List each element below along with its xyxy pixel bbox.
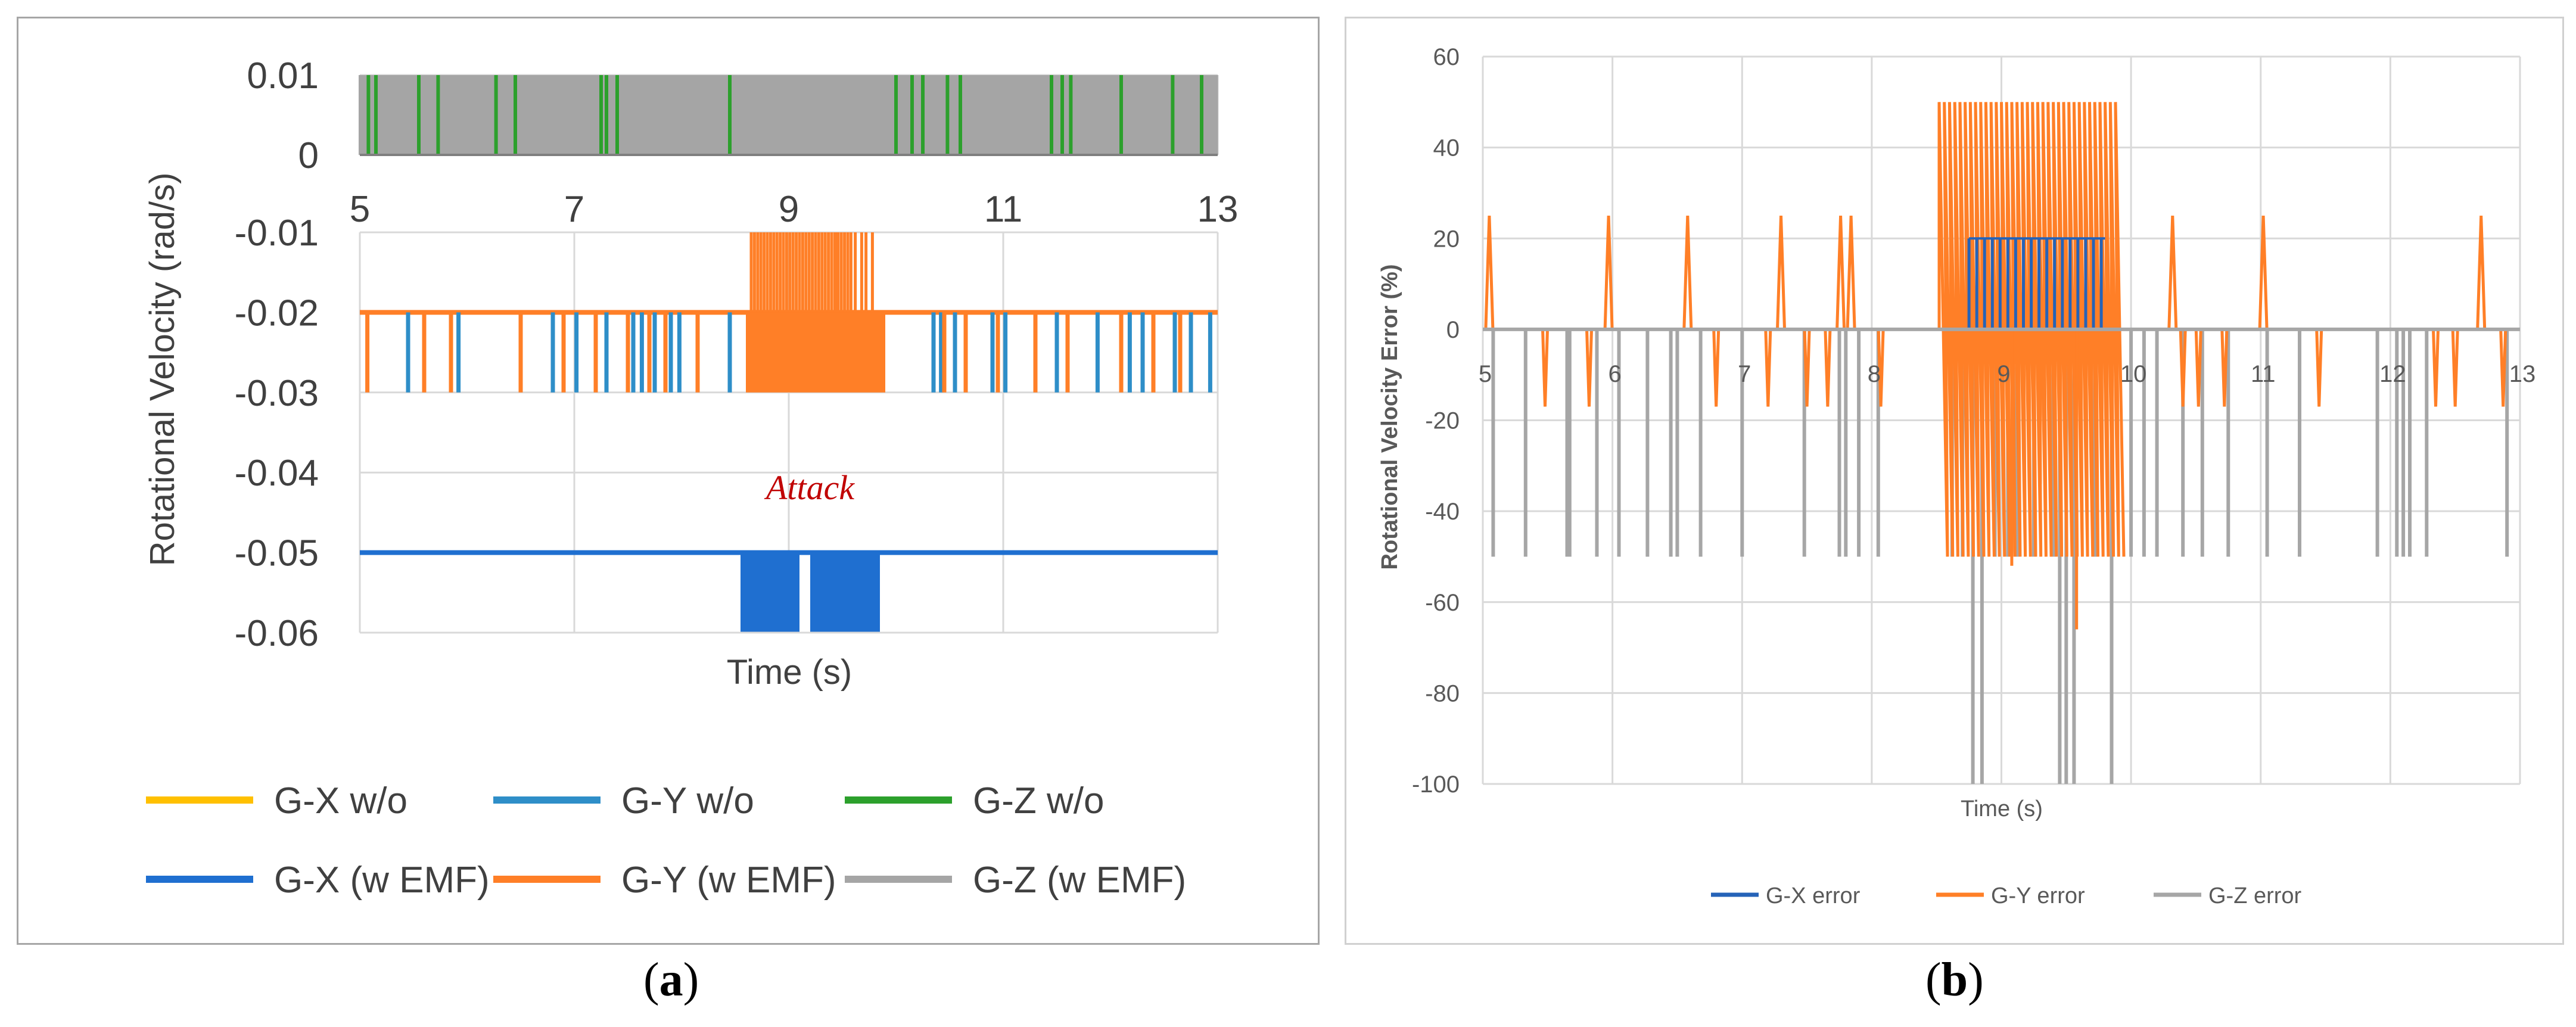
series-gx-w-emf-burst xyxy=(810,552,880,633)
x-tick-label-a: 9 xyxy=(779,189,799,230)
series-gz-w-emf xyxy=(359,75,1218,155)
x-tick-label-b: 5 xyxy=(1479,361,1492,387)
y-tick-label-b: -100 xyxy=(1412,771,1460,798)
series-gy-w-emf-burst-high xyxy=(749,232,874,313)
y-tick-label-a-upper: 0.01 xyxy=(247,55,319,97)
legend-a-label: G-Z w/o xyxy=(973,780,1104,821)
y-tick-label-a-lower: -0.01 xyxy=(235,213,319,254)
series-gy-w-emf-burst-low xyxy=(746,312,885,393)
chart-a-frame xyxy=(17,17,1320,945)
x-tick-label-a: 7 xyxy=(564,189,584,230)
x-axis-label-a: Time (s) xyxy=(727,653,852,692)
y-tick-label-a-lower: -0.02 xyxy=(235,292,319,334)
x-tick-label-b: 9 xyxy=(1997,361,2010,387)
legend-b-label: G-Y error xyxy=(1991,883,2085,908)
series-gx-error xyxy=(1967,238,2103,329)
y-tick-label-b: -60 xyxy=(1425,590,1460,616)
chart-b-plot: 60 40 20 0 -20 -40 -60 -80 -100 5 6 7 8 9 10 11 12 13 Time… xyxy=(1377,44,2535,908)
legend-a-label: G-Y (w EMF) xyxy=(621,860,836,901)
x-tick-label-a: 13 xyxy=(1197,189,1239,230)
y-tick-label-b: 60 xyxy=(1433,44,1460,70)
chart-a-plot: 0.01 0 -0.01 -0.02 -0.03 -0.04 -0.05 -0.06 5 7 9 11… xyxy=(143,55,1238,901)
caption-a: (a) xyxy=(643,954,699,1006)
y-axis-label-a: Rotational Velocity (rad/s) xyxy=(143,173,182,567)
series-gy-error-spikes xyxy=(1484,216,2507,630)
x-tick-label-b: 10 xyxy=(2120,361,2147,387)
x-axis-label-b: Time (s) xyxy=(1961,796,2043,821)
x-tick-label-b: 7 xyxy=(1738,361,1751,387)
x-tick-label-b: 11 xyxy=(2251,361,2276,387)
x-tick-label-b: 12 xyxy=(2379,361,2406,387)
y-tick-label-a-upper: 0 xyxy=(298,135,319,176)
y-tick-label-a-lower: -0.05 xyxy=(235,533,319,574)
y-tick-label-b: 0 xyxy=(1446,317,1460,343)
legend-a-label: G-Y w/o xyxy=(621,780,754,821)
x-tick-label-b: 13 xyxy=(2509,361,2536,387)
y-tick-label-b: -80 xyxy=(1425,680,1460,707)
y-tick-label-b: -40 xyxy=(1425,499,1460,525)
legend-a-label: G-X (w EMF) xyxy=(274,860,490,901)
legend-b-label: G-X error xyxy=(1766,883,1861,908)
series-gx-w-emf-burst xyxy=(741,552,799,633)
x-tick-label-a: 5 xyxy=(350,189,370,230)
y-tick-label-a-lower: -0.06 xyxy=(235,613,319,654)
series-gy-error-burst xyxy=(1937,102,2126,557)
y-tick-label-a-lower: -0.03 xyxy=(235,373,319,414)
y-tick-label-a-lower: -0.04 xyxy=(235,453,319,494)
attack-annotation: Attack xyxy=(764,468,855,507)
series-gz-error xyxy=(1491,329,2509,784)
y-tick-label-b: 40 xyxy=(1433,135,1460,161)
caption-b: (b) xyxy=(1925,954,1984,1006)
y-tick-label-b: 20 xyxy=(1433,226,1460,252)
x-tick-label-a: 11 xyxy=(984,189,1022,230)
y-tick-label-b: -20 xyxy=(1425,408,1460,434)
y-axis-label-b: Rotational Velocity Error (%) xyxy=(1377,264,1402,569)
x-tick-label-b: 6 xyxy=(1609,361,1622,387)
legend-a-label: G-Z (w EMF) xyxy=(973,860,1186,901)
legend-a-label: G-X w/o xyxy=(274,780,407,821)
legend-b-label: G-Z error xyxy=(2208,883,2302,908)
x-tick-label-b: 8 xyxy=(1868,361,1881,387)
